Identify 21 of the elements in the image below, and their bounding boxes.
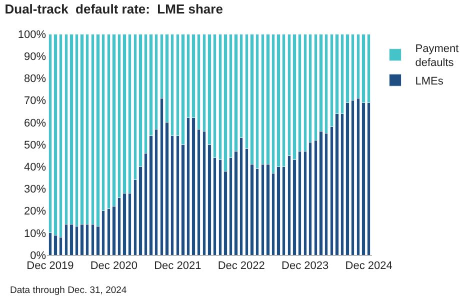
x-tick-label: Dec 2021: [154, 260, 202, 272]
y-tick-label: 30%: [24, 184, 46, 196]
x-tick-label: Dec 2023: [282, 260, 329, 272]
x-tick-label: Dec 2019: [26, 260, 74, 272]
y-tick-label: 10%: [24, 228, 46, 240]
y-tick-label: 80%: [24, 73, 46, 86]
legend-label: Payment defaults: [415, 42, 459, 70]
y-tick-label: 70%: [24, 95, 46, 108]
y-tick-label: 0%: [30, 250, 46, 262]
y-tick-label: 100%: [18, 28, 46, 41]
y-tick-label: 60%: [24, 117, 46, 130]
chart-title: Dual-track default rate: LME share: [4, 2, 223, 17]
x-tick-label: Dec 2024: [345, 260, 392, 272]
y-tick-label: 20%: [24, 206, 46, 218]
x-tick-label: Dec 2022: [218, 260, 265, 272]
x-tick-label: Dec 2020: [90, 260, 138, 272]
legend-label: LMEs: [415, 75, 444, 88]
y-tick-label: 50%: [24, 139, 46, 152]
text: Data through Dec. 31, 2024: [10, 285, 127, 296]
y-tick-label: 40%: [24, 161, 46, 174]
y-tick-label: 90%: [24, 50, 46, 63]
